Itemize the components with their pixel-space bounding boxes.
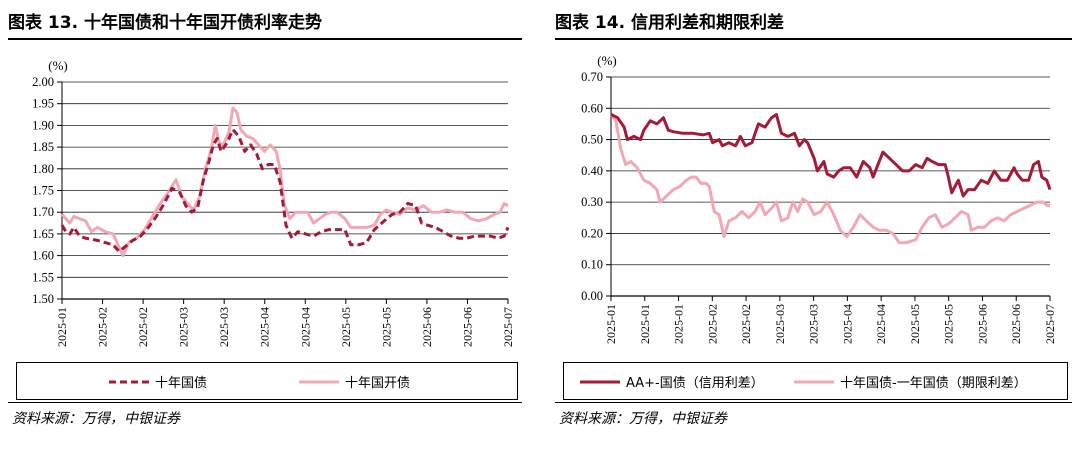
chart-panel-left: 图表 13. 十年国债和十年国开债利率走势 (%) 2.00 1.95 1.90 1.8… [0, 0, 530, 462]
left-series-line-0 [60, 128, 510, 253]
left-x-tick-label: 2025-04 [298, 307, 312, 347]
left-x-tick-label: 2025-05 [339, 307, 353, 347]
left-y-tick-label: 1.85 [32, 140, 54, 154]
source-divider-right [555, 402, 1072, 403]
left-x-tick-label: 2025-01 [55, 307, 69, 347]
left-x-tick-label: 2025-02 [136, 307, 150, 347]
right-y-tick-label: 0.70 [581, 70, 603, 84]
title-divider-right [555, 38, 1072, 40]
legend-right: AA+-国债（信用利差） 十年国债-一年国债（期限利差） [563, 362, 1068, 400]
right-x-tick-label: 2025-07 [1043, 304, 1057, 344]
left-x-tick-label: 2025-07 [501, 307, 515, 347]
legend-item-term-spread: 十年国债-一年国债（期限利差） [794, 372, 1027, 391]
right-x-tick-label: 2025-02 [705, 304, 719, 344]
left-x-tick-label: 2025-02 [96, 307, 110, 347]
legend-swatch-dashed [109, 380, 149, 383]
left-y-tick-label: 2.00 [32, 75, 54, 89]
left-y-tick-label: 1.90 [32, 118, 54, 132]
line-chart-left: (%) 2.00 1.95 1.90 1.85 1.80 1.75 1.70 1.65 1.60 1… [32, 58, 515, 347]
legend-swatch-solid-pink [794, 380, 834, 383]
right-x-tick-label: 2025-04 [874, 304, 888, 344]
left-y-tick-label: 1.75 [32, 184, 54, 198]
right-y-tick-label: 0.10 [581, 258, 603, 272]
chart-panel-right: 图表 14. 信用利差和期限利差 (%) 0.70 0.60 0.50 0.40 0.30… [547, 0, 1080, 462]
legend-item-cdb-bond: 十年国开债 [299, 372, 410, 391]
legend-swatch-solid-red [580, 380, 620, 383]
legend-item-gov-bond: 十年国债 [109, 372, 207, 391]
left-x-tick-label: 2025-05 [379, 307, 393, 347]
left-y-tick-label: 1.80 [32, 162, 54, 176]
chart-title-right: 图表 14. 信用利差和期限利差 [555, 13, 784, 33]
left-series-line-1 [60, 106, 509, 258]
legend-label-cdb-bond: 十年国开债 [345, 376, 411, 391]
legend-item-credit-spread: AA+-国债（信用利差） [580, 372, 764, 391]
chart-title-left: 图表 13. 十年国债和十年国开债利率走势 [8, 13, 322, 33]
source-note-left: 资料来源：万得，中银证券 [12, 411, 180, 427]
right-y-tick-label: 0.20 [581, 226, 603, 240]
legend-swatch-solid-pink [299, 380, 339, 383]
left-x-tick-label: 2025-06 [460, 307, 474, 347]
right-y-tick-label: 0.00 [581, 289, 603, 303]
legend-left: 十年国债 十年国开债 [16, 362, 518, 400]
legend-label-term-spread: 十年国债-一年国债（期限利差） [840, 376, 1027, 391]
right-x-tick-label: 2025-01 [604, 304, 618, 344]
right-y-tick-label: 0.50 [581, 133, 603, 147]
right-y-tick-label: 0.60 [581, 101, 603, 115]
legend-label-credit-spread: AA+-国债（信用利差） [626, 376, 764, 391]
left-y-tick-label: 1.95 [32, 97, 54, 111]
source-note-right: 资料来源：万得，中银证券 [559, 411, 727, 427]
left-y-tick-label: 1.50 [32, 292, 54, 306]
right-x-tick-label: 2025-03 [807, 304, 821, 344]
right-x-tick-label: 2025-04 [840, 304, 854, 344]
right-y-tick-label: 0.40 [581, 164, 603, 178]
line-chart-right: (%)0.700.600.500.400.300.200.100.002025-… [581, 53, 1057, 344]
left-x-tick-label: 2025-03 [217, 307, 231, 347]
right-x-tick-label: 2025-05 [942, 304, 956, 344]
right-x-tick-label: 2025-06 [975, 304, 989, 344]
left-x-tick-label: 2025-04 [258, 307, 272, 347]
legend-label-gov-bond: 十年国债 [155, 376, 208, 391]
title-divider-left [8, 38, 522, 40]
left-y-tick-label: 1.65 [32, 227, 54, 241]
right-x-tick-label: 2025-02 [739, 304, 753, 344]
right-y-unit-label: (%) [597, 53, 617, 68]
left-x-tick-label: 2025-06 [420, 307, 434, 347]
right-series-line-1 [609, 113, 1050, 245]
left-y-tick-label: 1.55 [32, 270, 54, 284]
right-y-tick-label: 0.30 [581, 195, 603, 209]
right-x-tick-label: 2025-03 [773, 304, 787, 344]
right-x-tick-label: 2025-01 [672, 304, 686, 344]
right-x-tick-label: 2025-05 [908, 304, 922, 344]
right-x-tick-label: 2025-01 [638, 304, 652, 344]
right-series-line-0 [610, 113, 1052, 198]
left-x-tick-label: 2025-03 [177, 307, 191, 347]
left-y-tick-label: 1.70 [32, 205, 54, 219]
right-x-tick-label: 2025-06 [1009, 304, 1023, 344]
left-y-unit-label: (%) [48, 58, 68, 73]
source-divider-left [8, 402, 522, 403]
left-y-tick-label: 1.60 [32, 249, 54, 263]
